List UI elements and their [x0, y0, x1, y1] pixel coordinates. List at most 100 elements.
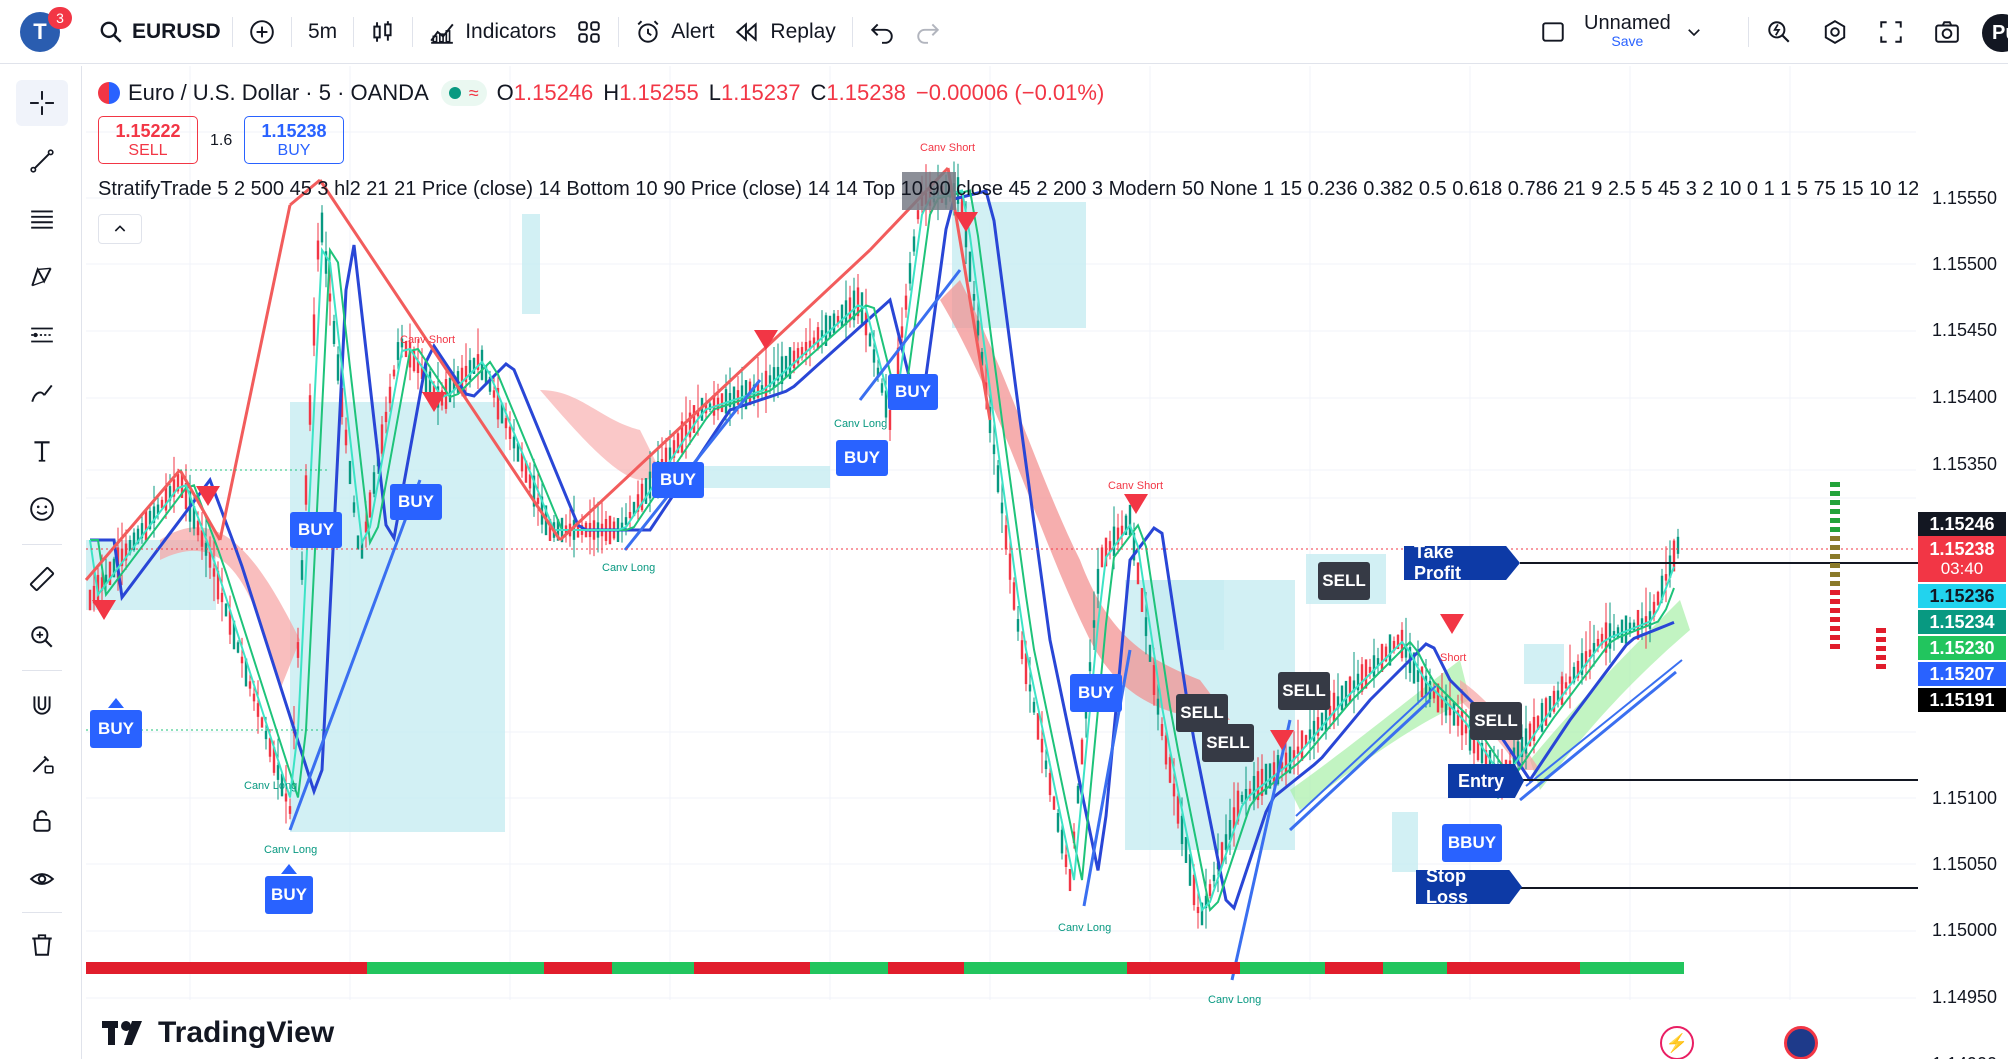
snapshot-button[interactable]: [1924, 10, 1970, 54]
zoom-in-tool[interactable]: [16, 614, 68, 660]
text-tool[interactable]: [16, 428, 68, 474]
market-status-pill[interactable]: ≈: [440, 80, 487, 106]
candle-body: [1632, 622, 1636, 631]
settings-button[interactable]: [1812, 10, 1858, 54]
indicators-button[interactable]: Indicators: [419, 10, 566, 54]
sell-button[interactable]: 1.15222 SELL: [98, 116, 198, 164]
buy-signal: BUY: [888, 374, 938, 410]
tradingview-logo[interactable]: TradingView: [102, 1016, 334, 1050]
fullscreen-icon: [1880, 21, 1902, 43]
supply-demand-zone: [522, 214, 540, 314]
replay-label: Replay: [770, 20, 836, 43]
layouts-button[interactable]: [566, 10, 612, 54]
sell-signal: SELL: [1318, 562, 1370, 600]
candle-body: [468, 360, 472, 380]
take-profit-label[interactable]: Take Profit: [1404, 546, 1520, 580]
candle-body: [1416, 670, 1420, 682]
candle-body: [792, 350, 796, 369]
undo-button[interactable]: [859, 10, 905, 54]
buy-signal: BUY: [90, 710, 142, 748]
strength-dash: [1830, 500, 1840, 505]
plus-circle-icon: [250, 20, 274, 44]
candle-body: [1552, 690, 1556, 712]
chart-type-button[interactable]: [360, 10, 406, 54]
fullscreen-button[interactable]: [1868, 10, 1914, 54]
replay-button[interactable]: Replay: [724, 10, 845, 54]
prediction-tool[interactable]: [16, 312, 68, 358]
stay-drawing-tool[interactable]: [16, 740, 68, 786]
candle-body: [1460, 710, 1464, 736]
candle-body: [136, 528, 140, 544]
alert-button[interactable]: Alert: [625, 10, 724, 54]
low-key: L: [708, 80, 721, 105]
momentum-bar: [1447, 962, 1506, 974]
indicator-legend[interactable]: StratifyTrade 5 2 500 45 3 hl2 21 21 Pri…: [98, 178, 1918, 200]
candle-body: [648, 471, 652, 499]
candle-body: [1456, 710, 1460, 726]
candle-body: [528, 474, 532, 489]
collapse-legend-button[interactable]: [98, 214, 142, 244]
lightning-icon[interactable]: ⚡: [1660, 1026, 1694, 1059]
candle-body: [544, 505, 548, 536]
layout-select[interactable]: Unnamed Save: [1530, 10, 1713, 54]
ruler-tool[interactable]: [16, 556, 68, 602]
quick-search-button[interactable]: [1756, 10, 1802, 54]
candle-body: [308, 395, 312, 425]
fib-tool[interactable]: [16, 196, 68, 242]
price-axis-label: 1.15000: [1932, 920, 1998, 940]
search-icon: [100, 21, 122, 43]
avatar-letter: T: [33, 19, 47, 44]
candle-body: [204, 542, 208, 556]
candle-body: [240, 656, 244, 664]
hide-drawings-tool[interactable]: [16, 856, 68, 902]
interval-button[interactable]: 5m: [308, 20, 338, 43]
candle-body: [128, 540, 132, 554]
candle-body: [976, 320, 980, 336]
candle-body: [144, 510, 148, 541]
candle-body: [324, 251, 328, 274]
lock-drawings-tool[interactable]: [16, 798, 68, 844]
momentum-bar: [280, 962, 367, 974]
stop-loss-label[interactable]: Stop Loss: [1416, 870, 1522, 904]
redo-button[interactable]: [905, 10, 951, 54]
pattern-tool[interactable]: [16, 254, 68, 300]
alarm-clock-icon: [637, 20, 659, 43]
candle-body: [428, 371, 432, 399]
emoji-tool[interactable]: [16, 486, 68, 532]
sell-triangle: [954, 212, 978, 232]
candle-body: [132, 532, 136, 551]
candle-body: [1408, 647, 1412, 673]
trend-line-tool[interactable]: [16, 138, 68, 184]
candle-body: [740, 385, 744, 407]
compare-symbol-button[interactable]: [239, 10, 285, 54]
buy-button[interactable]: 1.15238 BUY: [244, 116, 344, 164]
momentum-bar: [1127, 962, 1148, 974]
canv-long-label: Canv Long: [264, 844, 318, 856]
candle-body: [1548, 695, 1552, 718]
candle-body: [148, 510, 152, 530]
candle-body: [1440, 696, 1444, 708]
sell-triangle: [196, 486, 220, 506]
crosshair-tool[interactable]: [16, 80, 68, 126]
publish-button[interactable]: Pu: [1982, 14, 2008, 52]
entry-label[interactable]: Entry: [1448, 764, 1524, 798]
candle-body: [1624, 615, 1628, 644]
symbol-search-button[interactable]: EURUSD: [88, 10, 231, 54]
candle-body: [168, 486, 172, 501]
candle-body: [696, 409, 700, 417]
buy-arrow: [281, 864, 297, 874]
candle-body: [1028, 684, 1032, 692]
candle-body: [416, 360, 420, 374]
candle-body: [1432, 689, 1436, 699]
candle-body: [392, 369, 396, 377]
brush-tool[interactable]: [16, 370, 68, 416]
candle-body: [1656, 591, 1660, 606]
symbol-legend[interactable]: Euro / U.S. Dollar · 5 · OANDA ≈ O 1.1524…: [98, 80, 1104, 106]
magnet-tool[interactable]: [16, 682, 68, 728]
remove-drawings-tool[interactable]: [16, 922, 68, 968]
candle-body: [356, 535, 360, 550]
eu-stars-icon[interactable]: [1784, 1026, 1818, 1059]
forecast-icon: [31, 327, 53, 343]
strength-dash: [1830, 509, 1840, 514]
candle-body: [316, 240, 320, 260]
